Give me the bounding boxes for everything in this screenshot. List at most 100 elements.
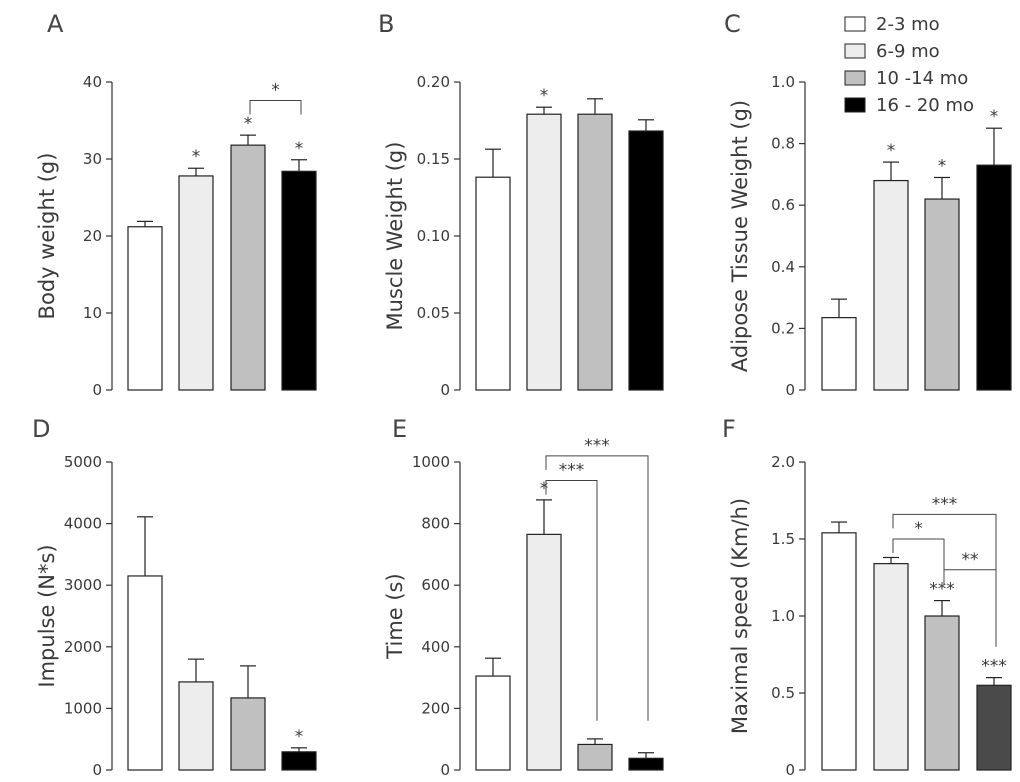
bar (628, 757, 664, 771)
comparison-label: *** (932, 494, 958, 514)
comparison-label: ** (962, 550, 979, 570)
y-tick-label: 5000 (64, 453, 102, 471)
panel-letter: F (722, 415, 736, 443)
bar (924, 615, 960, 771)
legend-swatch (844, 43, 866, 59)
y-tick-label: 0 (785, 381, 795, 399)
significance-label: * (938, 156, 947, 176)
y-tick-label: 1.0 (771, 73, 795, 91)
panel-d: D 0 1000 2000 3000 4000 5000 Impulse (N*s) * (32, 415, 317, 779)
significance-label: * (295, 727, 304, 747)
panel-c: C 0 0.2 0.4 0.6 0.8 1.0 Adipose Tissue Weight (… (724, 10, 1012, 399)
bar (281, 751, 317, 771)
bar (178, 175, 214, 391)
legend-swatch (844, 16, 866, 32)
y-tick-label: 0.4 (771, 258, 795, 276)
y-tick-label: 3000 (64, 576, 102, 594)
comparison-bracket (545, 455, 649, 721)
bar (526, 113, 562, 391)
y-tick-label: 0.2 (771, 319, 795, 337)
panel-b: B 0 0.05 0.10 0.15 0.20 Muscle Weight (g) * (378, 10, 664, 399)
y-tick-label: 0 (92, 381, 102, 399)
y-tick-label: 0 (92, 761, 102, 779)
y-tick-label: 20 (83, 227, 102, 245)
y-tick-label: 40 (83, 73, 102, 91)
comparison-bracket (545, 479, 598, 721)
y-tick-label: 600 (421, 576, 450, 594)
bar (127, 575, 163, 771)
y-tick-label: 1000 (412, 453, 450, 471)
y-tick-label: 0.6 (771, 196, 795, 214)
y-tick-label: 4000 (64, 515, 102, 533)
comparison-bracket (249, 99, 302, 115)
y-tick-label: 0.05 (417, 304, 450, 322)
significance-label: * (192, 147, 201, 167)
y-tick-label: 0.8 (771, 135, 795, 153)
bar (976, 164, 1012, 391)
panel-letter: C (724, 10, 741, 38)
y-tick-label: 30 (83, 150, 102, 168)
bar (976, 684, 1012, 771)
y-tick-label: 400 (421, 638, 450, 656)
bar (873, 563, 909, 771)
bar (281, 170, 317, 391)
y-tick-label: 0.15 (417, 150, 450, 168)
significance-label: * (540, 86, 549, 106)
y-tick-label: 0.20 (417, 73, 450, 91)
y-tick-label: 0 (440, 761, 450, 779)
bar (577, 113, 613, 391)
bar (628, 130, 664, 391)
legend-swatch (844, 97, 866, 113)
y-axis-label: Adipose Tissue Weight (g) (728, 100, 752, 372)
significance-label: * (295, 139, 304, 159)
y-tick-label: 2.0 (771, 453, 795, 471)
comparison-bracket (892, 513, 997, 647)
y-tick-label: 0.10 (417, 227, 450, 245)
bar (230, 144, 266, 391)
significance-label: * (540, 479, 549, 499)
bar (526, 533, 562, 771)
significance-label: * (244, 114, 253, 134)
comparison-bracket (892, 538, 945, 586)
legend-label: 16 - 20 mo (876, 95, 974, 116)
panel-a: A 0 10 20 30 40 Body weight (g) * * * * (35, 10, 317, 399)
legend-label: 10 -14 mo (876, 68, 968, 89)
panel-letter: D (32, 415, 50, 443)
significance-label: *** (929, 580, 955, 600)
y-axis-label: Time (s) (383, 573, 407, 659)
bar (475, 176, 511, 391)
panel-letter: B (378, 10, 394, 38)
y-tick-label: 0 (440, 381, 450, 399)
bar (821, 317, 857, 391)
comparison-label: * (914, 519, 923, 539)
y-axis-label: Maximal speed (Km/h) (728, 498, 752, 734)
bar (475, 675, 511, 771)
comparison-label: *** (559, 460, 585, 480)
significance-label: * (990, 107, 999, 127)
significance-label: * (887, 141, 896, 161)
y-tick-label: 200 (421, 699, 450, 717)
bar (230, 697, 266, 771)
bar (178, 681, 214, 771)
y-tick-label: 0 (785, 761, 795, 779)
bar (924, 198, 960, 391)
comparison-label: *** (584, 436, 610, 456)
bar (127, 226, 163, 391)
y-tick-label: 800 (421, 515, 450, 533)
y-tick-label: 10 (83, 304, 102, 322)
y-axis-label: Body weight (g) (35, 153, 59, 320)
significance-label: *** (981, 657, 1007, 677)
legend-label: 6-9 mo (876, 41, 940, 62)
panel-letter: A (47, 10, 64, 38)
y-axis-label: Impulse (N*s) (35, 544, 59, 687)
panel-letter: E (392, 415, 407, 443)
bar (873, 179, 909, 391)
y-tick-label: 0.5 (771, 684, 795, 702)
legend: 2-3 mo 6-9 mo 10 -14 mo 16 - 20 mo (844, 14, 974, 116)
bar (821, 532, 857, 771)
y-axis-label: Muscle Weight (g) (383, 142, 407, 331)
legend-swatch (844, 70, 866, 86)
y-tick-label: 2000 (64, 638, 102, 656)
